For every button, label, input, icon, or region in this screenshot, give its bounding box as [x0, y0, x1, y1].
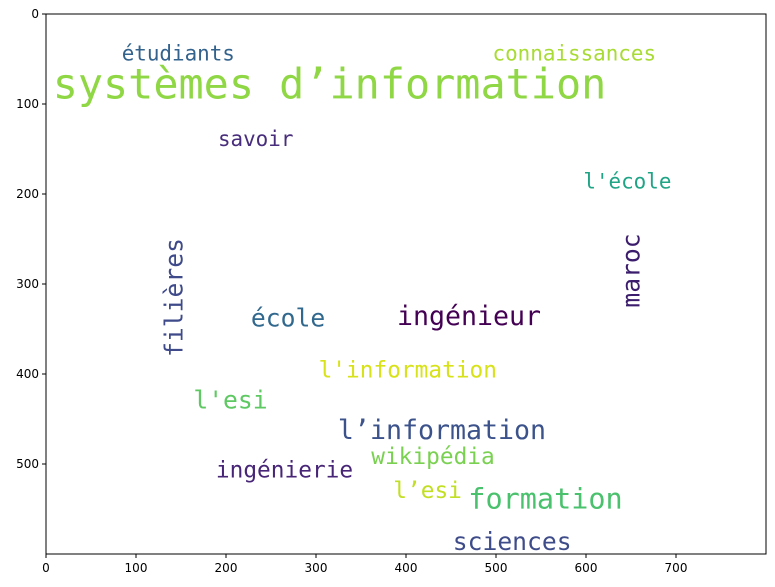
word-6: filières — [159, 238, 188, 357]
word-4: l'école — [583, 169, 671, 193]
x-tick-label-400: 400 — [395, 561, 418, 575]
x-tick-label-600: 600 — [575, 561, 598, 575]
y-tick-label-500: 500 — [16, 457, 39, 471]
x-tick-label-100: 100 — [125, 561, 148, 575]
x-tick-label-700: 700 — [665, 561, 688, 575]
word-9: l'information — [319, 357, 497, 383]
word-13: ingénierie — [216, 457, 353, 483]
word-15: formation — [468, 483, 622, 516]
word-5: maroc — [617, 233, 646, 307]
x-tick-label-300: 300 — [305, 561, 328, 575]
word-0: systèmes d’information — [53, 60, 607, 109]
y-tick-label-400: 400 — [16, 367, 39, 381]
word-10: l'esi — [193, 386, 267, 415]
word-7: école — [251, 304, 325, 333]
x-tick-label-200: 200 — [215, 561, 238, 575]
word-14: l’esi — [393, 478, 462, 504]
word-11: l’information — [338, 415, 546, 446]
y-axis: 0 100 200 300 400 500 — [16, 7, 46, 471]
y-tick-label-100: 100 — [16, 97, 39, 111]
x-tick-label-500: 500 — [485, 561, 508, 575]
word-16: sciences — [453, 527, 572, 556]
y-tick-label-0: 0 — [31, 7, 39, 21]
word-12: wikipédia — [371, 444, 495, 470]
word-8: ingénieur — [397, 301, 541, 332]
plot-background — [46, 14, 766, 554]
word-2: connaissances — [493, 42, 657, 66]
word-1: étudiants — [122, 42, 235, 66]
x-tick-label-0: 0 — [42, 561, 50, 575]
x-axis: 0 100 200 300 400 500 600 700 — [42, 554, 687, 575]
y-tick-label-200: 200 — [16, 187, 39, 201]
y-tick-label-300: 300 — [16, 277, 39, 291]
word-3: savoir — [218, 127, 293, 151]
